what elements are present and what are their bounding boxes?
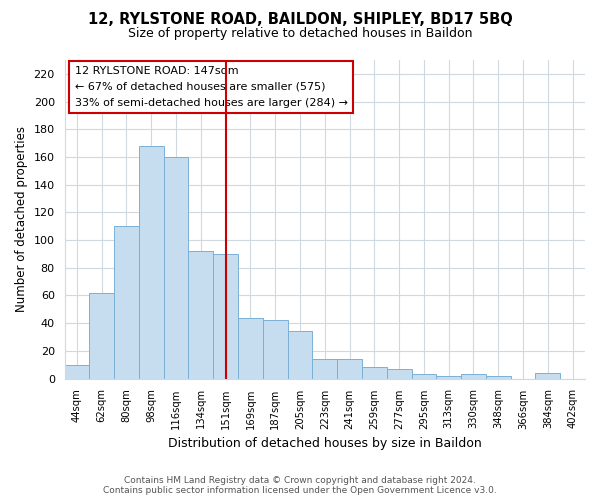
Bar: [65, 364, 89, 378]
Y-axis label: Number of detached properties: Number of detached properties: [15, 126, 28, 312]
Bar: [89, 292, 114, 378]
Bar: [362, 368, 387, 378]
Bar: [114, 226, 139, 378]
Bar: [188, 251, 213, 378]
Bar: [387, 369, 412, 378]
Bar: [238, 318, 263, 378]
Bar: [337, 359, 362, 378]
Bar: [461, 374, 486, 378]
Text: 12, RYLSTONE ROAD, BAILDON, SHIPLEY, BD17 5BQ: 12, RYLSTONE ROAD, BAILDON, SHIPLEY, BD1…: [88, 12, 512, 28]
Text: 12 RYLSTONE ROAD: 147sqm
← 67% of detached houses are smaller (575)
33% of semi-: 12 RYLSTONE ROAD: 147sqm ← 67% of detach…: [75, 66, 348, 108]
Bar: [436, 376, 461, 378]
Bar: [164, 157, 188, 378]
Bar: [139, 146, 164, 378]
X-axis label: Distribution of detached houses by size in Baildon: Distribution of detached houses by size …: [168, 437, 482, 450]
Bar: [313, 359, 337, 378]
Bar: [287, 332, 313, 378]
Bar: [213, 254, 238, 378]
Bar: [263, 320, 287, 378]
Text: Size of property relative to detached houses in Baildon: Size of property relative to detached ho…: [128, 28, 472, 40]
Bar: [412, 374, 436, 378]
Bar: [486, 376, 511, 378]
Bar: [535, 373, 560, 378]
Text: Contains HM Land Registry data © Crown copyright and database right 2024.
Contai: Contains HM Land Registry data © Crown c…: [103, 476, 497, 495]
